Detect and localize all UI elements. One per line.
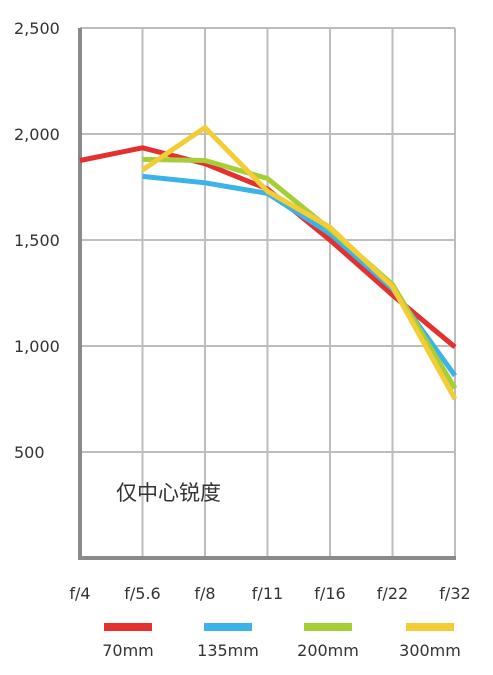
legend: 70mm 135mm 200mm 300mm xyxy=(102,623,461,660)
x-tick-label: f/11 xyxy=(252,584,283,603)
legend-label-200mm: 200mm xyxy=(297,641,359,660)
legend-swatch-200mm xyxy=(304,623,352,631)
x-tick-label: f/22 xyxy=(377,584,408,603)
x-tick-label: f/8 xyxy=(194,584,215,603)
x-tick-label: f/5.6 xyxy=(124,584,160,603)
y-tick-label: 1,500 xyxy=(14,231,60,250)
legend-label-300mm: 300mm xyxy=(399,641,461,660)
legend-swatch-70mm xyxy=(104,623,152,631)
y-tick-label: 2,500 xyxy=(14,19,60,38)
legend-label-70mm: 70mm xyxy=(102,641,154,660)
y-tick-labels: 500 1,000 1,500 2,000 2,500 xyxy=(14,19,60,462)
x-tick-label: f/4 xyxy=(69,584,90,603)
chart-annotation: 仅中心锐度 xyxy=(116,481,221,505)
y-tick-label: 2,000 xyxy=(14,125,60,144)
x-tick-label: f/32 xyxy=(439,584,470,603)
x-tick-label: f/16 xyxy=(314,584,345,603)
axes xyxy=(78,28,456,560)
legend-swatch-135mm xyxy=(204,623,252,631)
series-line-300mm xyxy=(141,124,458,401)
legend-label-135mm: 135mm xyxy=(197,641,259,660)
grid xyxy=(80,27,456,558)
x-tick-labels: f/4 f/5.6 f/8 f/11 f/16 f/22 f/32 xyxy=(69,584,470,603)
y-tick-label: 500 xyxy=(14,443,45,462)
y-tick-label: 1,000 xyxy=(14,337,60,356)
series-line-200mm xyxy=(142,156,458,390)
series-lines xyxy=(79,124,458,401)
legend-swatch-300mm xyxy=(406,623,454,631)
